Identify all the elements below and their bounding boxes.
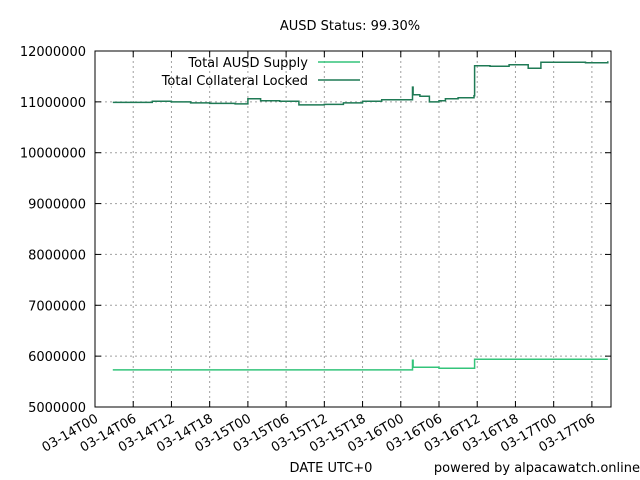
plot-frame: [94, 50, 612, 408]
grid: [95, 51, 611, 407]
axis-ticks: [94, 50, 611, 408]
y-tick-label: 5000000: [28, 401, 86, 416]
y-tick-label: 10000000: [20, 147, 86, 162]
y-tick-label: 8000000: [28, 248, 86, 263]
y-tick-label: 11000000: [20, 96, 86, 111]
chart-title: AUSD Status: 99.30%: [280, 19, 420, 34]
y-tick-label: 7000000: [28, 299, 86, 314]
x-axis-tick-labels: 03-14T0003-14T0603-14T1203-14T1803-15T00…: [40, 411, 598, 455]
series-line-total-ausd-supply: [112, 358, 608, 371]
legend-entry-label: Total Collateral Locked: [161, 74, 308, 89]
y-axis-tick-labels: 5000000 6000000 7000000 8000000 9000000 10000…: [20, 45, 86, 416]
x-axis-label: DATE UTC+0: [290, 461, 373, 476]
series-line-total-collateral-locked: [112, 61, 609, 106]
legend: Total AUSD Supply Total Collateral Locked: [161, 56, 360, 89]
footer-credit: powered by alpacawatch.online: [434, 461, 640, 476]
y-tick-label: 9000000: [28, 198, 86, 213]
series-group: [112, 61, 609, 371]
y-tick-label: 12000000: [20, 45, 86, 60]
legend-entry-label: Total AUSD Supply: [187, 56, 308, 71]
y-tick-label: 6000000: [28, 350, 86, 365]
